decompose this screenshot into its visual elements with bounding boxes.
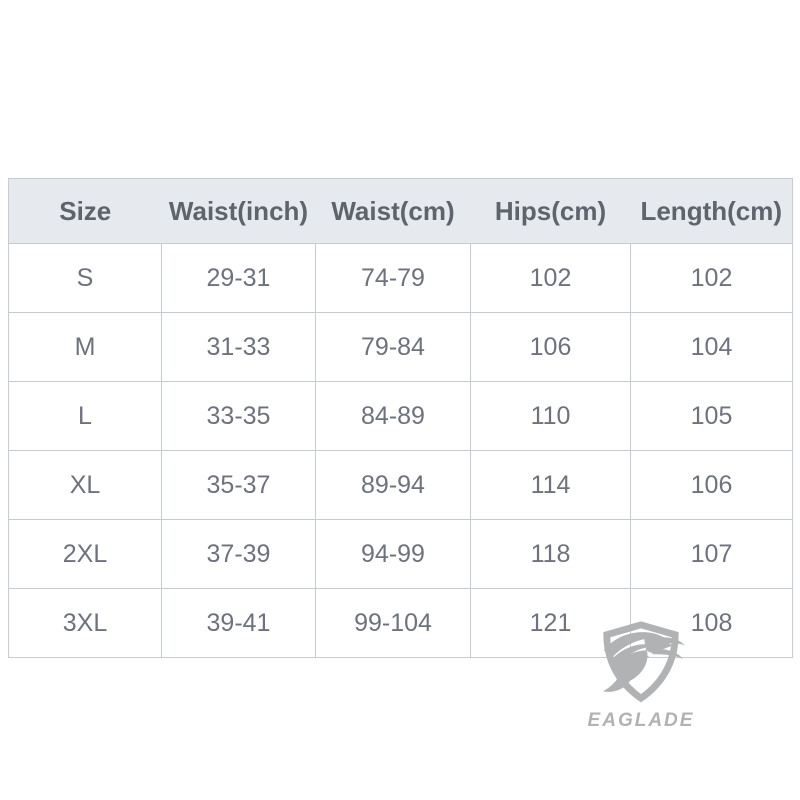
table-cell: 29-31 (161, 243, 316, 313)
table-cell: 121 (470, 588, 631, 658)
table-cell: 94-99 (315, 519, 471, 589)
table-row: L 33-35 84-89 110 105 (8, 381, 793, 451)
size-label: XL (8, 450, 162, 520)
table-cell: 33-35 (161, 381, 316, 451)
header-length-cm: Length(cm) (630, 178, 793, 244)
table-cell: 31-33 (161, 312, 316, 382)
table-cell: 118 (470, 519, 631, 589)
table-row: S 29-31 74-79 102 102 (8, 243, 793, 313)
table-cell: 79-84 (315, 312, 471, 382)
table-cell: 106 (470, 312, 631, 382)
table-cell: 89-94 (315, 450, 471, 520)
table-cell: 37-39 (161, 519, 316, 589)
header-hips-cm: Hips(cm) (470, 178, 631, 244)
size-label: 2XL (8, 519, 162, 589)
table-cell: 35-37 (161, 450, 316, 520)
table-cell: 102 (630, 243, 793, 313)
table-cell: 102 (470, 243, 631, 313)
table-cell: 105 (630, 381, 793, 451)
table-cell: 39-41 (161, 588, 316, 658)
table-row: XL 35-37 89-94 114 106 (8, 450, 793, 520)
table-cell: 110 (470, 381, 631, 451)
size-label: L (8, 381, 162, 451)
brand-name-text: EAGLADE (587, 710, 695, 731)
table-cell: 107 (630, 519, 793, 589)
header-size: Size (8, 178, 162, 244)
eagle-shield-icon (602, 621, 685, 703)
table-row: 2XL 37-39 94-99 118 107 (8, 519, 793, 589)
table-row: M 31-33 79-84 106 104 (8, 312, 793, 382)
table-row: 3XL 39-41 99-104 121 108 (8, 588, 793, 658)
table-cell: 74-79 (315, 243, 471, 313)
table-cell: 106 (630, 450, 793, 520)
size-label: 3XL (8, 588, 162, 658)
size-label: S (8, 243, 162, 313)
size-chart-header-row: Size Waist(inch) Waist(cm) Hips(cm) Leng… (8, 178, 793, 244)
size-chart-table: Size Waist(inch) Waist(cm) Hips(cm) Leng… (8, 178, 793, 658)
size-label: M (8, 312, 162, 382)
brand-watermark: EAGLADE (586, 620, 696, 732)
header-waist-inch: Waist(inch) (161, 178, 316, 244)
table-cell: 84-89 (315, 381, 471, 451)
table-cell: 114 (470, 450, 631, 520)
table-cell: 99-104 (315, 588, 471, 658)
table-cell: 104 (630, 312, 793, 382)
header-waist-cm: Waist(cm) (315, 178, 471, 244)
